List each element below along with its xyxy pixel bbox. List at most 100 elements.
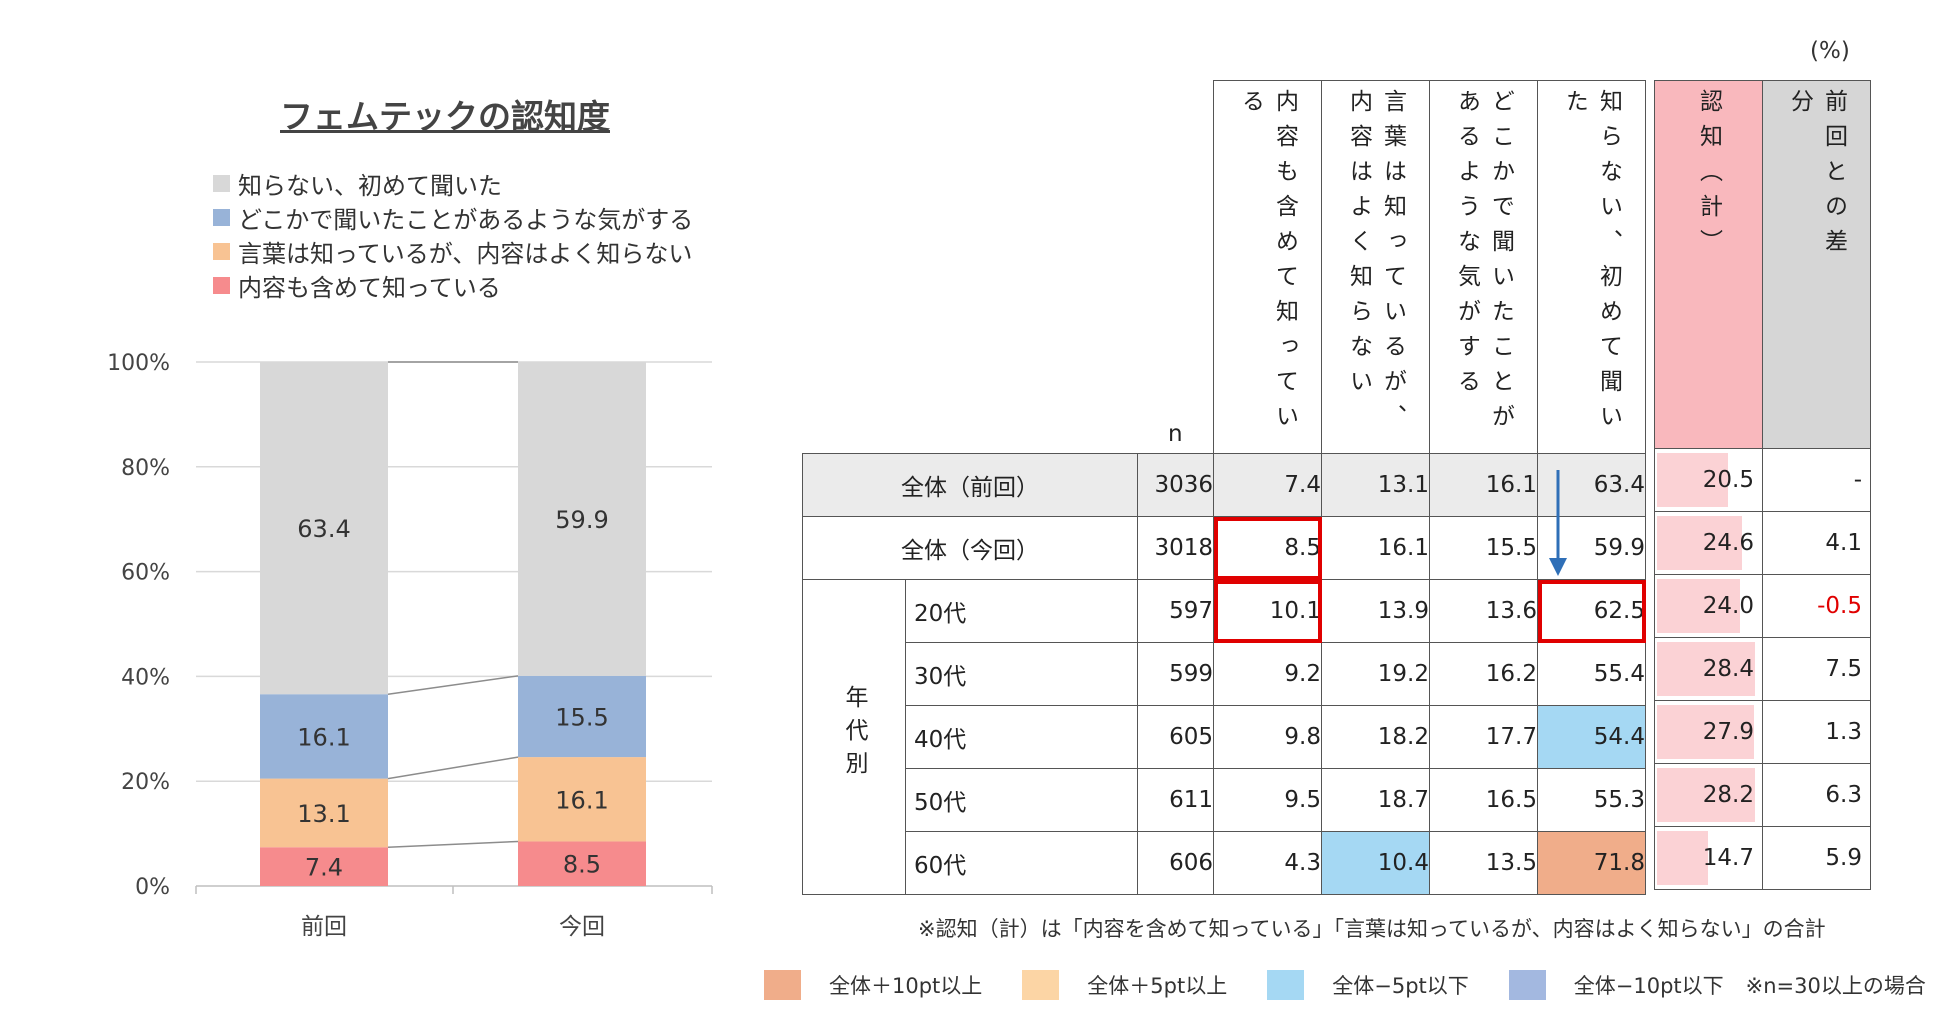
connector-line xyxy=(387,675,519,695)
condition-swatch-icon xyxy=(764,970,801,1000)
ninchi-cell: 20.5 xyxy=(1654,448,1763,512)
diff-header-label: 前回との差分 xyxy=(1786,89,1847,264)
cell-n: 597 xyxy=(1137,579,1214,643)
legend-swatch-icon xyxy=(213,242,230,260)
cell-value-minus5: 54.4 xyxy=(1537,705,1646,769)
bar-segment xyxy=(518,757,646,842)
down-arrow-icon xyxy=(1549,470,1567,576)
ninchi-value: 14.7 xyxy=(1702,845,1754,871)
summary-row: 27.9 1.3 xyxy=(1654,700,1871,764)
ninchi-bar xyxy=(1657,768,1755,822)
ninchi-bar xyxy=(1657,579,1741,633)
cell-value: 4.3 xyxy=(1213,831,1322,895)
summary-row: 28.2 6.3 xyxy=(1654,763,1871,827)
x-tick-label: 今回 xyxy=(559,914,605,940)
diff-value: 6.3 xyxy=(1762,763,1871,827)
summary-row: 24.0 -0.5 xyxy=(1654,574,1871,638)
summary-row: 28.4 7.5 xyxy=(1654,637,1871,701)
diff-value: 5.9 xyxy=(1762,826,1871,890)
ninchi-value: 24.0 xyxy=(1702,593,1754,619)
col-header-label: 内容も含めて知っている xyxy=(1237,89,1298,439)
table-row: 50代 611 9.5 18.7 16.5 55.3 xyxy=(803,768,1646,832)
col-header: 知らない、初めて聞いた xyxy=(1537,80,1646,454)
cell-n: 606 xyxy=(1137,831,1214,895)
cell-value-highlighted: 8.5 xyxy=(1213,516,1322,580)
legend-item: 言葉は知っているが、内容はよく知らない xyxy=(213,234,693,268)
ninchi-value: 28.2 xyxy=(1702,782,1754,808)
col-header-label: 知らない、初めて聞いた xyxy=(1561,89,1622,439)
footnote: ※認知（計）は「内容を含めて知っている」「言葉は知っているが、内容はよく知らない… xyxy=(918,917,1826,941)
bar-segment xyxy=(518,362,646,676)
table-row: 全体（今回） 3018 8.5 16.1 15.5 59.9 xyxy=(802,516,1646,580)
y-tick-label: 0% xyxy=(135,875,170,900)
ninchi-cell: 28.2 xyxy=(1654,763,1763,827)
diff-value: - xyxy=(1762,448,1871,512)
cell-value: 9.8 xyxy=(1213,705,1322,769)
ninchi-header-label: 認知（計） xyxy=(1695,89,1722,264)
chart-title: フェムテックの認知度 xyxy=(280,97,610,136)
condition-label: 全体＋5pt以上 xyxy=(1087,974,1228,998)
ninchi-bar xyxy=(1657,516,1743,570)
row-label: 全体（今回） xyxy=(802,516,1138,580)
data-label: 16.1 xyxy=(555,786,608,814)
condition-label: 全体−5pt以下 xyxy=(1332,974,1469,998)
stacked-bar-chart: 0% 20% 40% 60% 80% 100% 7.4 13.1 16.1 63.4 前回 8.5 16… xyxy=(107,351,713,940)
cell-value: 9.5 xyxy=(1213,768,1322,832)
summary-row: 14.7 5.9 xyxy=(1654,826,1871,890)
summary-header-row: 認知（計） 前回との差分 xyxy=(1654,80,1871,449)
legend-label: 内容も含めて知っている xyxy=(238,273,501,302)
data-label: 8.5 xyxy=(563,851,601,879)
cell-n: 599 xyxy=(1137,642,1214,706)
cell-value: 55.4 xyxy=(1537,642,1646,706)
n-header: n xyxy=(1137,80,1214,454)
bar-segment xyxy=(518,841,646,886)
cell-value: 16.2 xyxy=(1429,642,1538,706)
legend-swatch-icon xyxy=(213,276,230,294)
cell-value: 19.2 xyxy=(1321,642,1430,706)
group-label: 年代別 xyxy=(841,684,867,784)
ninchi-cell: 24.0 xyxy=(1654,574,1763,638)
condition-label: 全体−10pt以下 xyxy=(1573,974,1724,998)
diff-value: 1.3 xyxy=(1762,700,1871,764)
row-label: 全体（前回） xyxy=(802,453,1138,517)
ninchi-bar xyxy=(1657,642,1756,696)
condition-label: 全体＋10pt以上 xyxy=(829,974,983,998)
y-tick-label: 60% xyxy=(121,561,170,586)
cell-value: 9.2 xyxy=(1213,642,1322,706)
y-tick-label: 20% xyxy=(121,770,170,795)
cell-value: 13.5 xyxy=(1429,831,1538,895)
data-label: 59.9 xyxy=(555,506,608,534)
legend-swatch-icon xyxy=(213,208,230,226)
cell-value: 13.1 xyxy=(1321,453,1430,517)
bar-segment xyxy=(260,694,388,779)
col-header-label: 言葉は知っているが、内容はよく知らない xyxy=(1345,89,1406,439)
table-row: 年代別 20代 597 10.1 13.9 13.6 62.5 xyxy=(802,579,1646,895)
summary-table: 認知（計） 前回との差分 20.5 - 24.6 4.1 24.0 -0.5 2… xyxy=(1654,80,1871,890)
row-label: 60代 xyxy=(905,831,1138,895)
y-tick-label: 80% xyxy=(121,456,170,481)
diff-value: 7.5 xyxy=(1762,637,1871,701)
data-label: 15.5 xyxy=(555,703,608,731)
legend-label: 言葉は知っているが、内容はよく知らない xyxy=(238,239,693,268)
diff-header: 前回との差分 xyxy=(1762,80,1871,449)
ninchi-bar xyxy=(1657,705,1754,759)
row-label: 40代 xyxy=(905,705,1138,769)
cell-value: 13.6 xyxy=(1429,579,1538,643)
ninchi-value: 27.9 xyxy=(1702,719,1754,745)
summary-row: 20.5 - xyxy=(1654,448,1871,512)
data-label: 63.4 xyxy=(297,515,350,543)
results-table: n 内容も含めて知っている 言葉は知っているが、内容はよく知らない どこかで聞い… xyxy=(802,80,1646,895)
row-label: 30代 xyxy=(905,642,1138,706)
legend-label: 知らない、初めて聞いた xyxy=(238,171,502,200)
unit-label: (%) xyxy=(1810,38,1850,64)
cell-value: 18.7 xyxy=(1321,768,1430,832)
chart-legend: 知らない、初めて聞いた どこかで聞いたことがあるような気がする 言葉は知っている… xyxy=(213,166,693,302)
col-header: どこかで聞いたことがあるような気がする xyxy=(1429,80,1538,454)
bar-segment xyxy=(518,675,646,758)
data-label: 13.1 xyxy=(297,800,350,828)
group-label-cell: 年代別 xyxy=(802,579,906,895)
diff-value: 4.1 xyxy=(1762,511,1871,575)
cell-value-minus5: 10.4 xyxy=(1321,831,1430,895)
col-header: 言葉は知っているが、内容はよく知らない xyxy=(1321,80,1430,454)
ninchi-value: 28.4 xyxy=(1702,656,1754,682)
